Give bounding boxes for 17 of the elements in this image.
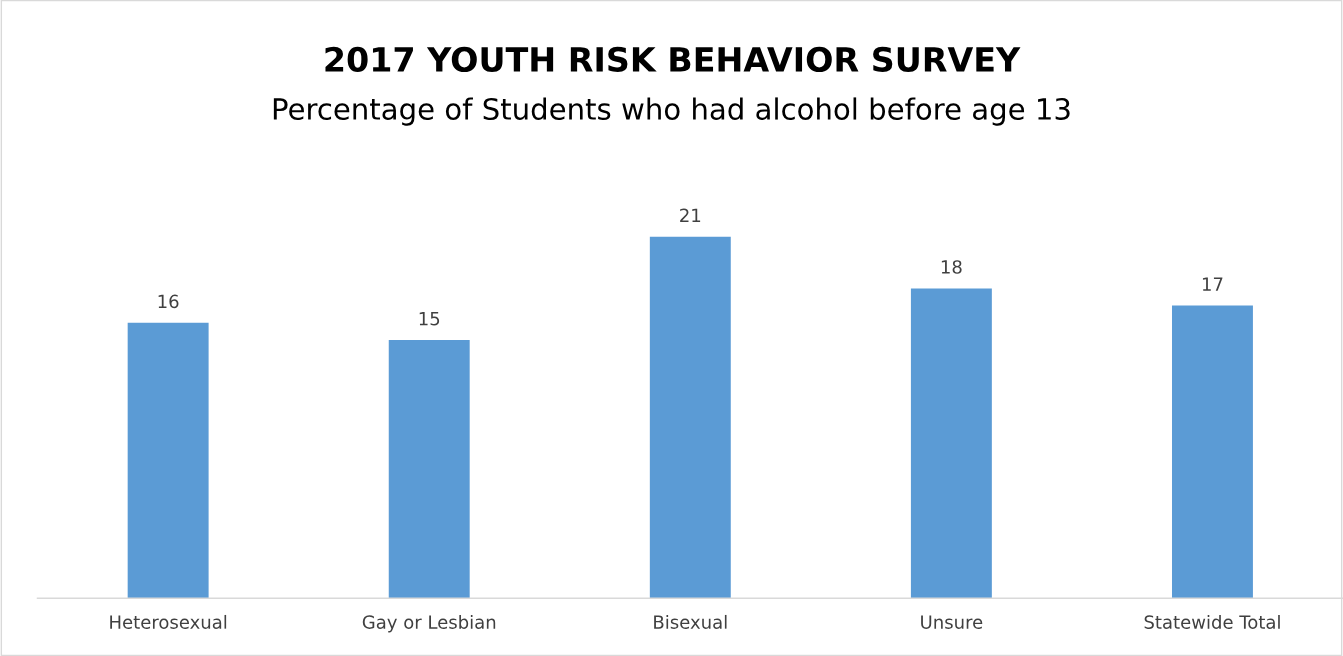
x-tick-label: Gay or Lesbian [362, 614, 496, 633]
bar [649, 236, 731, 599]
bar [388, 340, 470, 599]
data-label: 21 [680, 208, 701, 222]
data-label: 16 [158, 294, 179, 309]
x-tick-label: Bisexual [654, 614, 727, 629]
bar [910, 288, 992, 599]
data-label: 18 [941, 260, 962, 274]
chart-title: 2017 YOUTH RISK BEHAVIOR SURVEY [325, 46, 1021, 72]
data-label: 17 [1202, 277, 1223, 291]
data-label: 15 [419, 312, 440, 326]
x-tick-label: Unsure [921, 615, 983, 629]
bar [127, 322, 209, 599]
x-tick-label: Statewide Total [1144, 614, 1280, 629]
bar [1171, 305, 1253, 599]
chart-subtitle: Percentage of Students who had alcohol before age 13 [273, 97, 1070, 126]
x-tick-label: Heterosexual [110, 614, 227, 629]
